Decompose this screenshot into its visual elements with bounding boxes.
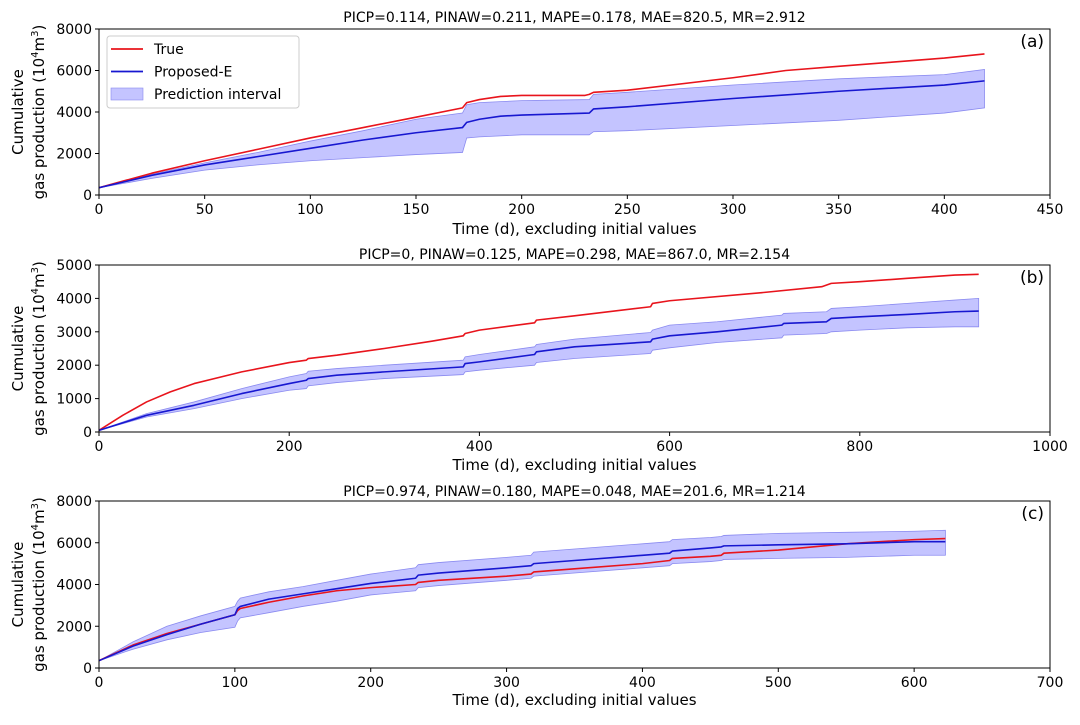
x-tick-label: 700: [1037, 675, 1064, 691]
y-axis-label-line2: gas production (104m3): [30, 497, 48, 672]
y-tick-label: 2000: [56, 358, 92, 374]
x-tick-label: 400: [629, 675, 656, 691]
y-axis-label-part: gas production (10: [30, 58, 48, 200]
y-tick-label: 6000: [56, 64, 92, 80]
x-tick-label: 350: [825, 202, 852, 218]
proposed-e-line: [99, 80, 985, 189]
y-axis-label-superscript: 3: [30, 503, 41, 509]
chart-title: PICP=0, PINAW=0.125, MAPE=0.298, MAE=867…: [359, 247, 790, 263]
proposed-e-line: [99, 540, 946, 662]
legend-box: [106, 35, 300, 109]
prediction-interval-band: [99, 297, 980, 431]
x-tick-label: 400: [466, 439, 493, 455]
x-tick-label: 800: [846, 439, 873, 455]
y-tick-label: 4000: [56, 105, 92, 121]
legend: True Proposed-E Prediction interval: [106, 35, 300, 109]
plot-area: [99, 529, 946, 662]
x-tick-label: 300: [493, 675, 520, 691]
y-axis-label-superscript: 4: [30, 524, 41, 530]
plot-area: [99, 273, 980, 432]
legend-true: True: [111, 42, 184, 58]
x-axis-label: Time (d), excluding initial values: [451, 456, 696, 474]
prediction-interval-band: [99, 69, 985, 189]
y-tick-label: 0: [83, 188, 92, 204]
y-axis-label-superscript: 4: [30, 288, 41, 294]
x-tick-label: 0: [95, 675, 104, 691]
x-tick-label: 500: [765, 675, 792, 691]
y-axis-label-part: ): [30, 25, 48, 31]
y-tick-label: 4000: [56, 291, 92, 307]
x-axis-label: Time (d), excluding initial values: [451, 220, 696, 238]
y-axis-label-part: gas production (10: [30, 530, 48, 672]
plot-area: [99, 53, 985, 189]
chart-panel-3: 0 100 200 300 400 500 600 700 0 2000 4000 6000 8000 P…: [9, 484, 1063, 709]
y-tick-label: 4000: [56, 578, 92, 594]
x-tick-label: 0: [95, 439, 104, 455]
legend-label: True: [153, 42, 184, 58]
x-tick-label: 400: [931, 202, 958, 218]
y-tick-label: 3000: [56, 325, 92, 341]
y-axis-label-part: m: [30, 273, 48, 288]
x-tick-label: 150: [403, 202, 430, 218]
panel-label: (c): [1021, 504, 1044, 524]
y-axis-label-line2: gas production (104m3): [30, 25, 48, 200]
y-axis-label-superscript: 4: [30, 51, 41, 57]
y-tick-label: 2000: [56, 619, 92, 635]
chart-title: PICP=0.974, PINAW=0.180, MAPE=0.048, MAE…: [343, 484, 805, 500]
y-axis-label-part: ): [30, 261, 48, 267]
y-axis-label-line1: Cumulative: [9, 542, 27, 628]
x-tick-label: 0: [95, 202, 104, 218]
y-tick-label: 8000: [56, 22, 92, 38]
y-tick-label: 6000: [56, 536, 92, 552]
y-axis-label-part: m: [30, 37, 48, 52]
x-tick-label: 200: [508, 202, 535, 218]
chart-title: PICP=0.114, PINAW=0.211, MAPE=0.178, MAE…: [343, 10, 805, 26]
panel-label: (b): [1020, 268, 1044, 288]
proposed-e-line: [99, 310, 979, 432]
legend-prediction-interval: Prediction interval: [110, 87, 281, 103]
x-tick-label: 100: [297, 202, 324, 218]
x-tick-label: 200: [357, 675, 384, 691]
prediction-interval-band: [99, 529, 946, 662]
y-tick-label: 1000: [56, 392, 92, 408]
y-tick-label: 5000: [56, 258, 92, 274]
x-tick-label: 300: [720, 202, 747, 218]
chart-panel-1: 0 50 100 150 200 250 300 350 400 450 0 2000 4000 6000…: [9, 10, 1063, 238]
legend-proposed-e: Proposed-E: [111, 65, 232, 81]
y-axis-label-line1: Cumulative: [9, 306, 27, 392]
legend-label: Prediction interval: [154, 87, 281, 103]
x-tick-label: 450: [1037, 202, 1064, 218]
chart-panel-2: 0 200 400 600 800 1000 0 1000 2000 3000 4000 5000 PI…: [9, 247, 1068, 474]
x-tick-label: 600: [901, 675, 928, 691]
y-tick-label: 0: [83, 425, 92, 441]
x-tick-label: 200: [276, 439, 303, 455]
y-axis-label-superscript: 3: [30, 267, 41, 273]
x-tick-label: 250: [614, 202, 641, 218]
y-axis-label-line2: gas production (104m3): [30, 261, 48, 436]
panel-label: (a): [1020, 32, 1044, 52]
y-tick-label: 2000: [56, 147, 92, 163]
legend-swatch: [110, 87, 144, 101]
x-tick-label: 1000: [1032, 439, 1068, 455]
true-line: [99, 273, 979, 432]
y-axis-label-part: ): [30, 497, 48, 503]
y-tick-label: 0: [83, 661, 92, 677]
y-axis-label-line1: Cumulative: [9, 69, 27, 155]
y-axis-label-part: m: [30, 509, 48, 524]
x-axis-label: Time (d), excluding initial values: [451, 691, 696, 709]
axes-frame: [98, 500, 1051, 669]
true-line: [99, 53, 985, 189]
x-tick-label: 600: [656, 439, 683, 455]
legend-label: Proposed-E: [154, 65, 232, 81]
x-tick-label: 100: [221, 675, 248, 691]
y-tick-label: 8000: [56, 494, 92, 510]
x-tick-label: 50: [196, 202, 214, 218]
axes-frame: [98, 264, 1051, 433]
y-axis-label-superscript: 3: [30, 30, 41, 36]
y-axis-label-part: gas production (10: [30, 294, 48, 436]
